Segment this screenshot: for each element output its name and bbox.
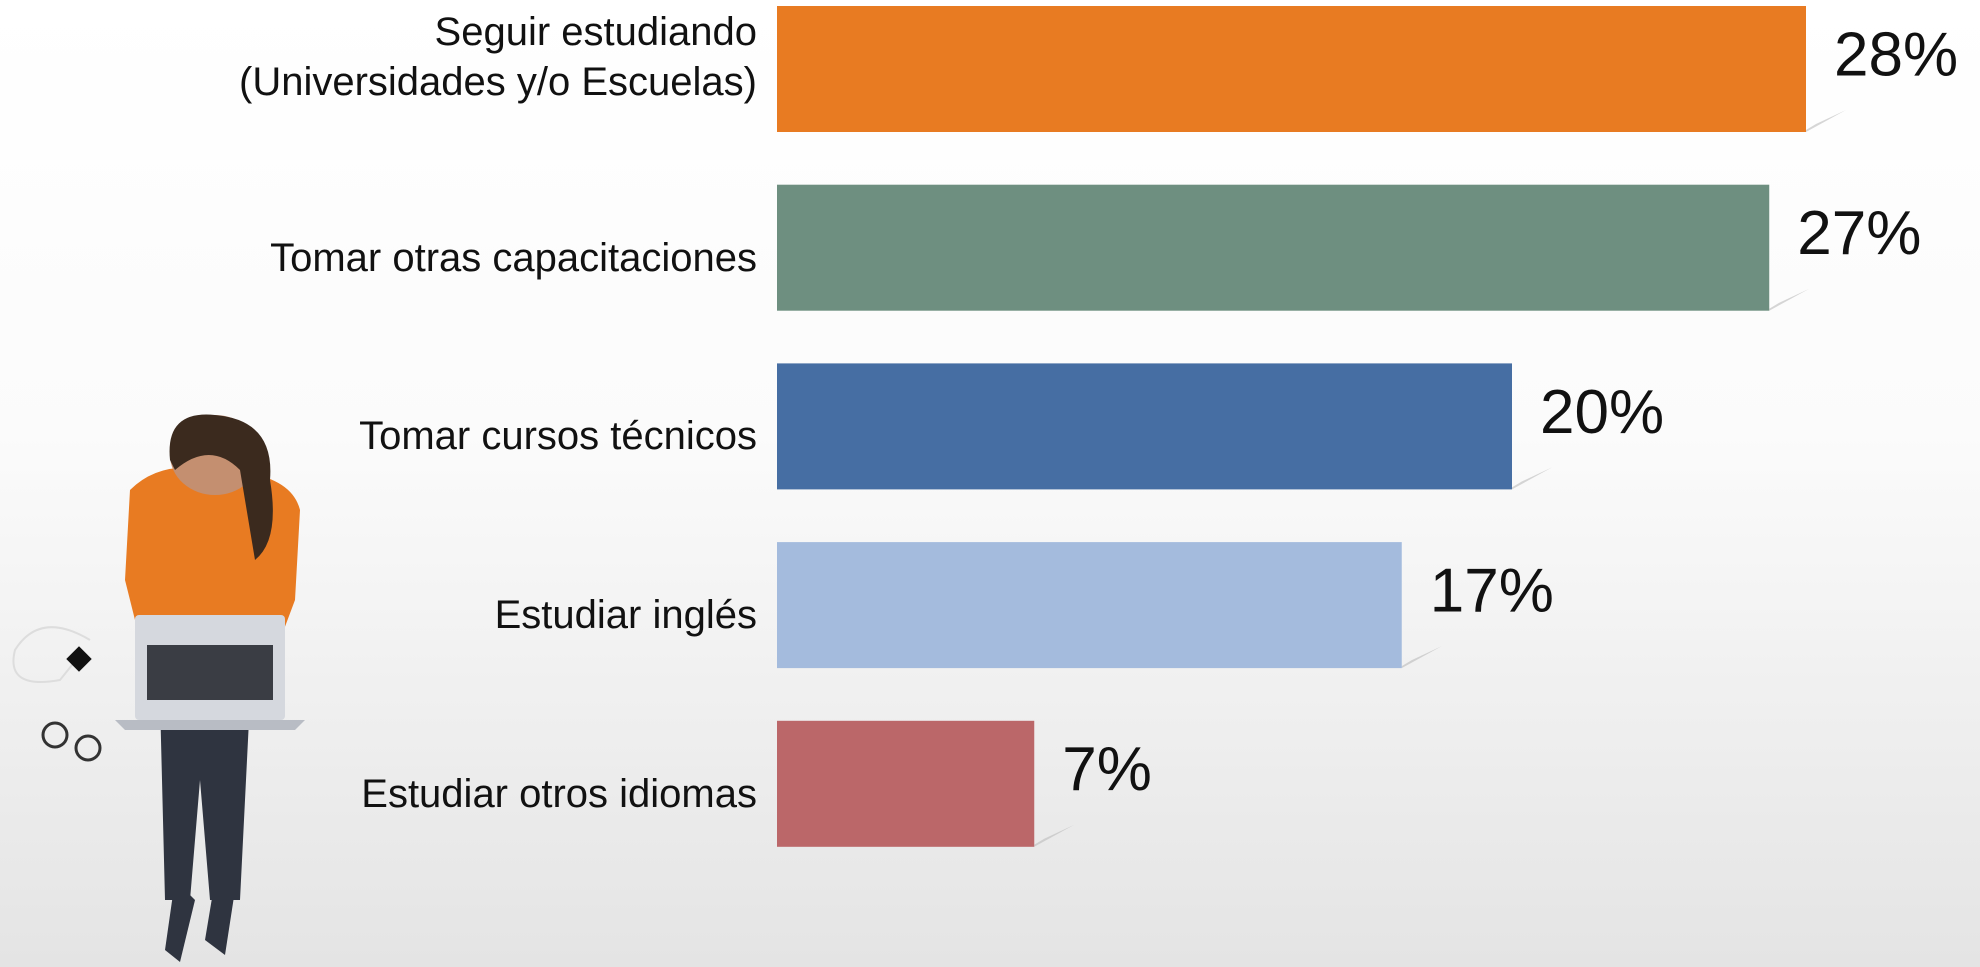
bar-shadow bbox=[1806, 110, 1846, 132]
bar-shadow bbox=[1034, 824, 1075, 847]
value-label: 27% bbox=[1797, 199, 1921, 268]
illustration bbox=[12, 414, 305, 962]
bar-shadow bbox=[1401, 646, 1442, 669]
bar bbox=[777, 720, 1035, 847]
bar bbox=[777, 6, 1806, 132]
bar bbox=[777, 542, 1402, 669]
value-label: 7% bbox=[1062, 735, 1152, 804]
category-label: Estudiar inglés bbox=[494, 593, 757, 638]
bar-shadow bbox=[1512, 467, 1552, 490]
category-label: Seguir estudiando (Universidades y/o Esc… bbox=[239, 10, 757, 104]
value-label: 17% bbox=[1430, 556, 1554, 625]
value-label: 20% bbox=[1540, 378, 1664, 447]
bar bbox=[777, 184, 1770, 311]
category-label: Tomar cursos técnicos bbox=[359, 414, 757, 459]
category-label: Estudiar otros idiomas bbox=[361, 771, 757, 816]
bar bbox=[777, 363, 1512, 490]
bar-shadow bbox=[1769, 288, 1810, 311]
value-label: 28% bbox=[1834, 20, 1958, 89]
category-label: Tomar otras capacitaciones bbox=[270, 235, 757, 280]
